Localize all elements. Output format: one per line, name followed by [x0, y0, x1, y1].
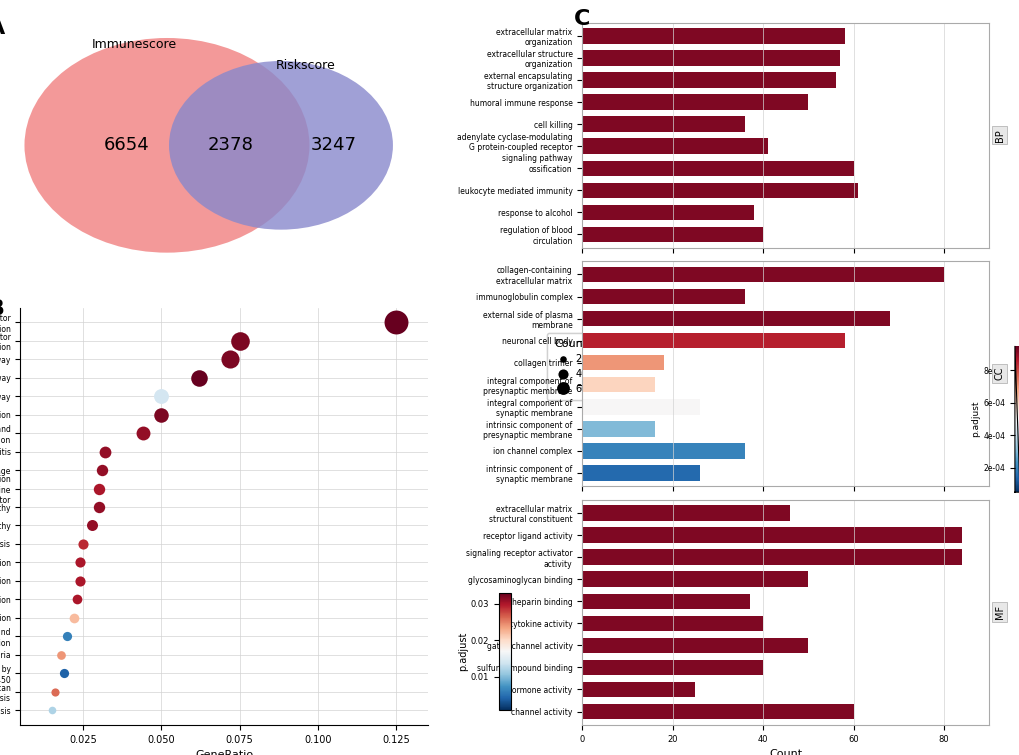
Y-axis label: p.adjust: p.adjust [970, 401, 979, 437]
Bar [582, 377, 654, 393]
Bar [582, 443, 745, 459]
Bar [582, 288, 745, 304]
Bar [582, 660, 762, 675]
Point [387, 316, 404, 328]
X-axis label: GeneRatio: GeneRatio [195, 750, 253, 755]
Point [94, 464, 110, 476]
Bar [582, 704, 853, 720]
Text: Riskscore: Riskscore [275, 59, 335, 72]
Bar [582, 505, 790, 521]
Bar [582, 311, 889, 326]
Text: 6654: 6654 [103, 137, 149, 154]
Point [47, 686, 63, 698]
Bar [582, 226, 762, 242]
Legend: 20, 40, 60: 20, 40, 60 [547, 334, 593, 399]
Bar [582, 116, 745, 132]
Bar [582, 593, 749, 609]
Bar [582, 421, 654, 436]
Point [222, 353, 238, 365]
Bar [582, 527, 961, 543]
Text: B: B [0, 300, 5, 319]
Point [231, 335, 248, 347]
Point [44, 704, 60, 716]
Bar [582, 205, 753, 220]
Text: 3247: 3247 [311, 137, 357, 154]
Text: MF: MF [994, 606, 1004, 619]
Text: BP: BP [994, 129, 1004, 141]
X-axis label: Count: Count [768, 749, 802, 755]
Bar [582, 138, 767, 154]
Point [71, 556, 88, 569]
Bar [582, 638, 808, 653]
Point [91, 482, 107, 495]
Bar [582, 615, 762, 631]
Point [68, 593, 85, 606]
Bar [582, 465, 699, 481]
Text: Immunescore: Immunescore [92, 38, 176, 51]
Bar [582, 682, 695, 697]
Point [56, 667, 72, 680]
Ellipse shape [169, 61, 392, 230]
Text: A: A [0, 18, 5, 38]
Point [74, 538, 91, 550]
Point [91, 501, 107, 513]
Bar [582, 355, 663, 371]
Text: 2378: 2378 [207, 137, 253, 154]
Bar [582, 399, 699, 414]
Bar [582, 72, 835, 88]
Text: C: C [574, 9, 590, 29]
Point [97, 445, 113, 458]
Y-axis label: p.adjust: p.adjust [458, 632, 468, 671]
Bar [582, 28, 844, 44]
Point [71, 575, 88, 587]
Text: CC: CC [994, 367, 1004, 381]
Bar [582, 572, 808, 587]
Bar [582, 51, 840, 66]
Ellipse shape [24, 38, 309, 253]
Bar [582, 161, 853, 176]
Point [53, 649, 69, 661]
Point [65, 612, 82, 624]
Point [85, 519, 101, 532]
Point [153, 390, 169, 402]
Bar [582, 267, 944, 282]
Bar [582, 550, 961, 565]
Point [135, 427, 151, 439]
Point [59, 630, 75, 643]
Bar [582, 333, 844, 348]
Bar [582, 94, 808, 109]
Point [191, 371, 207, 384]
Bar [582, 183, 857, 198]
Point [153, 408, 169, 421]
